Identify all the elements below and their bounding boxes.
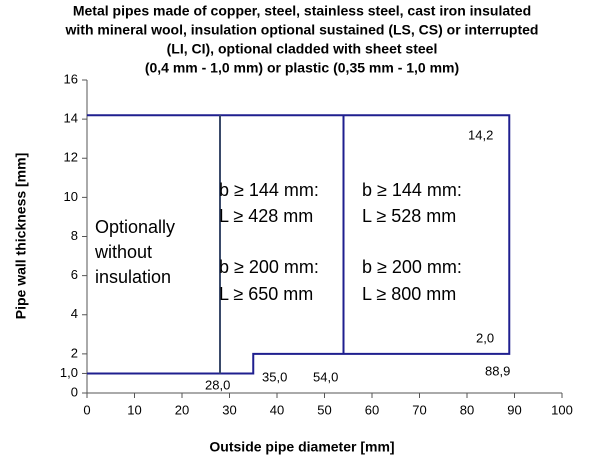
value-annotation: 28,0	[205, 377, 230, 392]
x-tick-label: 80	[460, 402, 474, 417]
value-annotation: 88,9	[485, 363, 510, 378]
x-tick-label: 40	[270, 402, 284, 417]
region-text: b ≥ 144 mm:	[219, 180, 319, 200]
x-tick-label: 30	[222, 402, 236, 417]
region-text: b ≥ 200 mm:	[219, 257, 319, 277]
y-tick-label: 12	[64, 150, 78, 165]
y-tick-label: 4	[71, 306, 78, 321]
x-tick-label: 90	[507, 402, 521, 417]
region-text: Optionally	[95, 217, 175, 237]
x-tick-label: 100	[551, 402, 573, 417]
chart-title: (0,4 mm - 1,0 mm) or plastic (0,35 mm - …	[145, 60, 459, 76]
value-annotation: 2,0	[476, 330, 494, 345]
region-text: L ≥ 800 mm	[362, 284, 456, 304]
value-annotation: 14,2	[468, 127, 493, 142]
y-tick-label: 16	[64, 71, 78, 86]
region-text: L ≥ 650 mm	[219, 284, 313, 304]
chart-title: with mineral wool, insulation optional s…	[65, 22, 539, 38]
chart-title: Metal pipes made of copper, steel, stain…	[73, 3, 531, 19]
region-text: without	[94, 242, 152, 262]
region-text: b ≥ 144 mm:	[362, 180, 462, 200]
x-axis-label: Outside pipe diameter [mm]	[209, 439, 394, 455]
x-tick-label: 70	[412, 402, 426, 417]
boundary-line	[87, 352, 344, 375]
region-text: insulation	[95, 267, 171, 287]
y-tick-label: 6	[71, 267, 78, 282]
x-tick-label: 10	[127, 402, 141, 417]
x-tick-label: 20	[175, 402, 189, 417]
x-tick-label: 50	[317, 402, 331, 417]
y-tick-label: 1,0	[60, 365, 78, 380]
boundary-line	[87, 114, 511, 355]
value-annotation: 35,0	[262, 369, 287, 384]
y-tick-label: 14	[64, 111, 78, 126]
x-tick-label: 0	[83, 402, 90, 417]
chart-title: (LI, CI), optional cladded with sheet st…	[167, 41, 438, 57]
y-tick-label: 10	[64, 189, 78, 204]
x-tick-label: 60	[365, 402, 379, 417]
region-text: L ≥ 528 mm	[362, 206, 456, 226]
value-annotation: 54,0	[313, 369, 338, 384]
region-text: b ≥ 200 mm:	[362, 257, 462, 277]
y-tick-label: 8	[71, 228, 78, 243]
y-tick-label: 2	[71, 345, 78, 360]
y-axis-label: Pipe wall thickness [mm]	[13, 153, 29, 320]
y-tick-label: 0	[71, 384, 78, 399]
region-text: L ≥ 428 mm	[219, 206, 313, 226]
